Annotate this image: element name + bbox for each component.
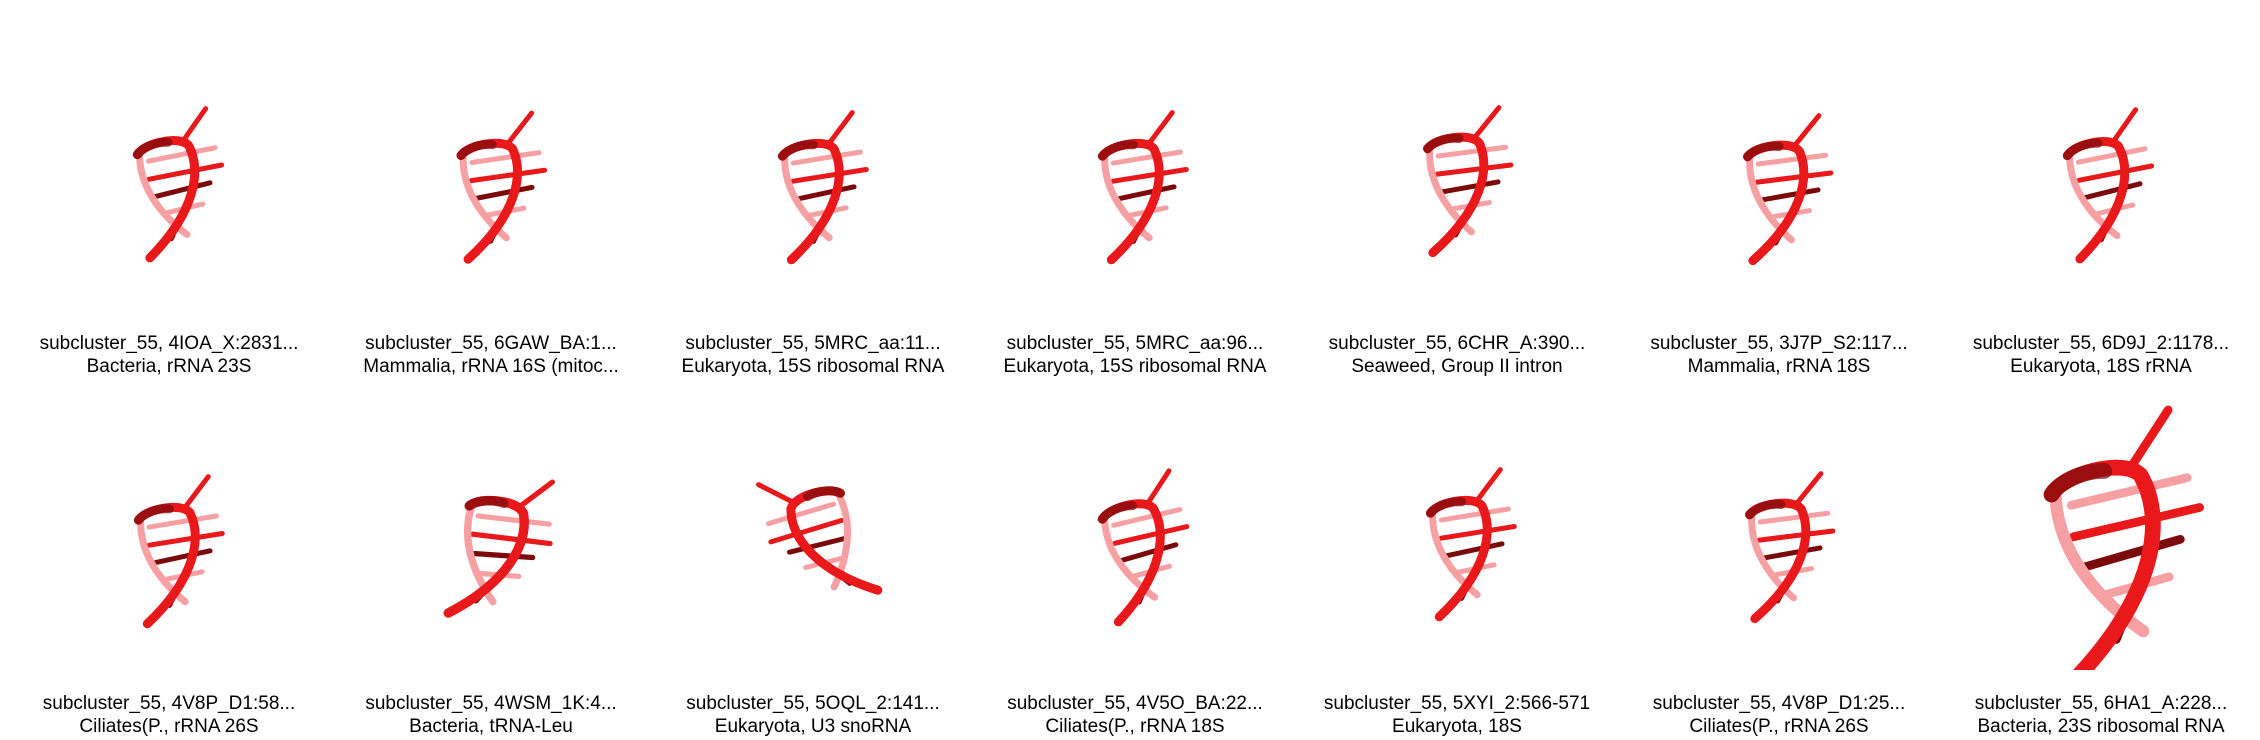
rna-structure-icon bbox=[1745, 471, 1836, 624]
structure-tile[interactable]: subcluster_55, 4V8P_D1:58... Ciliates(P.,… bbox=[8, 370, 330, 737]
structure-tile[interactable]: subcluster_55, 6HA1_A:228... Bacteria, 23… bbox=[1940, 370, 2260, 737]
structure-description-label: Seaweed, Group II intron bbox=[1351, 356, 1563, 377]
structure-tile[interactable]: subcluster_55, 5MRC_aa:11... Eukaryota, 1… bbox=[652, 10, 974, 377]
structure-description-label: Mammalia, rRNA 18S bbox=[1687, 356, 1871, 377]
structure-id-label: subcluster_55, 4V8P_D1:25... bbox=[1652, 693, 1906, 714]
structure-tile[interactable]: subcluster_55, 5OQL_2:141... Eukaryota, U… bbox=[652, 370, 974, 737]
structure-description-label: Eukaryota, 15S ribosomal RNA bbox=[1003, 356, 1267, 377]
rna-structure-icon bbox=[756, 482, 883, 595]
structure-tile[interactable]: subcluster_55, 4V8P_D1:25... Ciliates(P.,… bbox=[1618, 370, 1940, 737]
rna-structure-icon bbox=[1423, 105, 1514, 258]
structure-description-label: Eukaryota, 18S rRNA bbox=[2010, 356, 2192, 377]
structure-description-label: Eukaryota, 18S bbox=[1392, 716, 1522, 737]
structure-description-label: Eukaryota, U3 snoRNA bbox=[714, 716, 912, 737]
structure-tile[interactable]: subcluster_55, 5MRC_aa:96... Eukaryota, 1… bbox=[974, 10, 1296, 377]
structure-tile[interactable]: subcluster_55, 5XYI_2:566-571 Eukaryota, … bbox=[1296, 370, 1618, 737]
structure-tile[interactable]: subcluster_55, 3J7P_S2:117... Mammalia, r… bbox=[1618, 10, 1940, 377]
structure-id-label: subcluster_55, 6HA1_A:228... bbox=[1974, 693, 2228, 714]
structure-tile[interactable]: subcluster_55, 4WSM_1K:4... Bacteria, tRN… bbox=[330, 370, 652, 737]
structure-description-label: Bacteria, 23S ribosomal RNA bbox=[1977, 716, 2225, 737]
structure-tile[interactable]: subcluster_55, 4V5O_BA:22... Ciliates(P.,… bbox=[974, 370, 1296, 737]
structure-id-label: subcluster_55, 4IOA_X:2831... bbox=[39, 333, 299, 354]
structure-description-label: Mammalia, rRNA 16S (mitoc... bbox=[363, 356, 619, 377]
rna-structure-icon bbox=[133, 474, 225, 629]
structure-id-label: subcluster_55, 4WSM_1K:4... bbox=[365, 693, 617, 714]
rna-structure-icon bbox=[443, 479, 555, 618]
structure-id-label: subcluster_55, 6D9J_2:1178... bbox=[1972, 333, 2230, 354]
rna-structure-icon bbox=[1097, 110, 1189, 265]
structure-description-label: Eukaryota, 15S ribosomal RNA bbox=[681, 356, 945, 377]
structure-id-label: subcluster_55, 3J7P_S2:117... bbox=[1650, 333, 1908, 354]
rna-structure-icon bbox=[1425, 467, 1517, 622]
structure-id-label: subcluster_55, 5XYI_2:566-571 bbox=[1323, 693, 1591, 714]
rna-structure-icon bbox=[1743, 113, 1834, 266]
rna-structure-icon bbox=[2043, 405, 2204, 670]
structure-description-label: Bacteria, rRNA 23S bbox=[86, 356, 252, 377]
structure-id-label: subcluster_55, 5MRC_aa:96... bbox=[1006, 333, 1264, 354]
rna-structure-icon bbox=[456, 110, 548, 264]
structure-description-label: Ciliates(P., rRNA 18S bbox=[1045, 716, 1225, 737]
structure-description-label: Bacteria, tRNA-Leu bbox=[409, 716, 573, 737]
rna-structure-icon bbox=[777, 110, 869, 265]
structure-tile[interactable]: subcluster_55, 4IOA_X:2831... Bacteria, r… bbox=[8, 10, 330, 377]
structure-id-label: subcluster_55, 5MRC_aa:11... bbox=[685, 333, 941, 354]
structure-id-label: subcluster_55, 6GAW_BA:1... bbox=[365, 333, 617, 354]
structure-description-label: Ciliates(P., rRNA 26S bbox=[1689, 716, 1869, 737]
structure-description-label: Ciliates(P., rRNA 26S bbox=[79, 716, 259, 737]
structure-tile[interactable]: subcluster_55, 6CHR_A:390... Seaweed, Gro… bbox=[1296, 10, 1618, 377]
structure-tile[interactable]: subcluster_55, 6D9J_2:1178... Eukaryota, … bbox=[1940, 10, 2260, 377]
rna-structure-icon bbox=[132, 106, 225, 263]
structure-id-label: subcluster_55, 5OQL_2:141... bbox=[686, 693, 940, 714]
structure-id-label: subcluster_55, 4V8P_D1:58... bbox=[42, 693, 296, 714]
structure-id-label: subcluster_55, 4V5O_BA:22... bbox=[1007, 693, 1263, 714]
structure-id-label: subcluster_55, 6CHR_A:390... bbox=[1328, 333, 1586, 354]
structure-tile[interactable]: subcluster_55, 6GAW_BA:1... Mammalia, rRN… bbox=[330, 10, 652, 377]
rna-structure-icon bbox=[1097, 468, 1190, 627]
rna-structure-icon bbox=[2062, 107, 2155, 264]
